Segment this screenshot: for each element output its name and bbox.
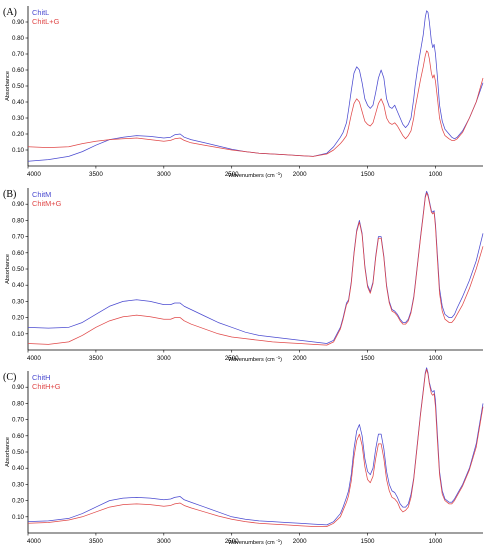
x-tick-label: 2500	[225, 538, 239, 545]
y-axis-title: Absorbance	[5, 437, 11, 467]
chart-panel-3: (C) 0.10 0.20 0.30 0.40 0.50 0.60 0.70 0.80 0.90 4…	[3, 367, 484, 546]
y-tick-label: 0.60	[12, 67, 25, 74]
series-line-1	[27, 367, 484, 526]
panel-label: (C)	[3, 372, 16, 383]
panel-label: (B)	[3, 189, 16, 200]
y-tick-label: 0.50	[12, 83, 25, 90]
y-tick-label: 0.80	[12, 400, 25, 407]
x-tick-label: 2000	[293, 171, 307, 178]
y-tick-label: 0.40	[12, 465, 25, 472]
y-tick-label: 0.70	[12, 417, 25, 424]
legend-entry-2: ChitM+G	[32, 199, 62, 208]
legend-entry-2: ChitL+G	[32, 17, 60, 26]
x-tick-label: 2000	[293, 355, 307, 362]
x-axis-title: Wavenumbers (cm -1)	[228, 538, 282, 546]
chart-panel-2: (B) 0.10 0.20 0.30 0.40 0.50 0.60 0.70 0.80 0.90 4…	[3, 188, 484, 363]
legend-entry-1: ChitH	[32, 373, 50, 382]
x-tick-label: 2500	[225, 171, 239, 178]
y-tick-label: 0.40	[12, 99, 25, 106]
x-tick-label: 1500	[361, 538, 375, 545]
x-tick-label: 3500	[89, 171, 103, 178]
y-axis-title: Absorbance	[5, 254, 11, 284]
x-tick-label: 3000	[157, 538, 171, 545]
series-line-2	[27, 192, 484, 346]
y-tick-label: 0.30	[12, 298, 25, 305]
legend-entry-1: ChitM	[32, 190, 51, 199]
y-tick-label: 0.90	[12, 384, 25, 391]
x-axis-title: Wavenumbers (cm -1)	[228, 171, 282, 179]
y-tick-label: 0.20	[12, 315, 25, 322]
x-axis-title: Wavenumbers (cm -1)	[228, 355, 282, 363]
panel-label: (A)	[3, 7, 17, 18]
x-tick-label: 4000	[27, 171, 41, 178]
x-tick-label: 1000	[429, 538, 443, 545]
y-tick-label: 0.80	[12, 35, 25, 42]
y-tick-label: 0.70	[12, 234, 25, 241]
y-tick-label: 0.10	[12, 147, 25, 154]
legend-entry-1: ChitL	[32, 8, 49, 17]
x-tick-label: 3500	[89, 355, 103, 362]
series-line-2	[27, 369, 484, 527]
series-line-2	[27, 50, 484, 157]
y-tick-label: 0.10	[12, 514, 25, 521]
y-tick-label: 0.30	[12, 481, 25, 488]
x-tick-label: 3000	[157, 171, 171, 178]
x-tick-label: 4000	[27, 355, 41, 362]
x-tick-label: 2000	[293, 538, 307, 545]
y-tick-label: 0.40	[12, 282, 25, 289]
y-tick-label: 0.50	[12, 449, 25, 456]
y-tick-label: 0.70	[12, 51, 25, 58]
y-tick-label: 0.90	[12, 19, 25, 26]
legend-entry-2: ChitH+G	[32, 382, 61, 391]
chart-panel-1: (A) 0.10 0.20 0.30 0.40 0.50 0.60 0.70 0.80 0.90 4…	[3, 6, 484, 179]
y-tick-label: 0.90	[12, 201, 25, 208]
series-line-1	[27, 10, 484, 162]
y-tick-label: 0.20	[12, 131, 25, 138]
y-axis-title: Absorbance	[5, 71, 11, 101]
x-tick-label: 3500	[89, 538, 103, 545]
x-tick-label: 1500	[361, 171, 375, 178]
x-tick-label: 4000	[27, 538, 41, 545]
y-tick-label: 0.50	[12, 266, 25, 273]
y-tick-label: 0.60	[12, 433, 25, 440]
x-tick-label: 1000	[429, 355, 443, 362]
y-tick-label: 0.80	[12, 217, 25, 224]
y-tick-label: 0.30	[12, 115, 25, 122]
x-tick-label: 2500	[225, 355, 239, 362]
x-tick-label: 1500	[361, 355, 375, 362]
x-tick-label: 1000	[429, 171, 443, 178]
y-tick-label: 0.20	[12, 498, 25, 505]
y-tick-label: 0.10	[12, 331, 25, 338]
y-tick-label: 0.60	[12, 250, 25, 257]
x-tick-label: 3000	[157, 355, 171, 362]
